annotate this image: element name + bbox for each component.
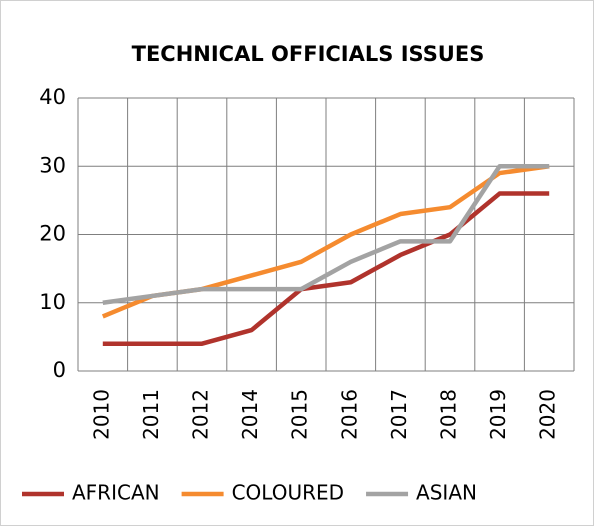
x-tick-label: 2018 [437, 389, 461, 440]
legend-label: COLOURED [232, 481, 344, 505]
legend-label: ASIAN [416, 481, 477, 505]
y-tick-label: 20 [39, 222, 66, 246]
y-tick-label: 10 [39, 290, 66, 314]
y-tick-label: 30 [39, 153, 66, 177]
x-tick-label: 2011 [139, 389, 163, 440]
series-line [102, 164, 550, 305]
x-tick-label: 2014 [238, 389, 262, 440]
x-tick-label: 2017 [387, 389, 411, 440]
x-tick-label: 2019 [486, 389, 510, 440]
x-tick-label: 2012 [189, 389, 213, 440]
y-tick-label: 40 [39, 85, 66, 109]
legend-label: AFRICAN [72, 481, 160, 505]
x-tick-label: 2015 [288, 389, 312, 440]
chart-title: TECHNICAL OFFICIALS ISSUES [132, 42, 485, 66]
x-tick-label: 2020 [536, 389, 560, 440]
x-tick-label: 2016 [337, 389, 361, 440]
x-tick-label: 2010 [89, 389, 113, 440]
series-line [102, 191, 550, 346]
y-tick-label: 0 [53, 358, 66, 382]
